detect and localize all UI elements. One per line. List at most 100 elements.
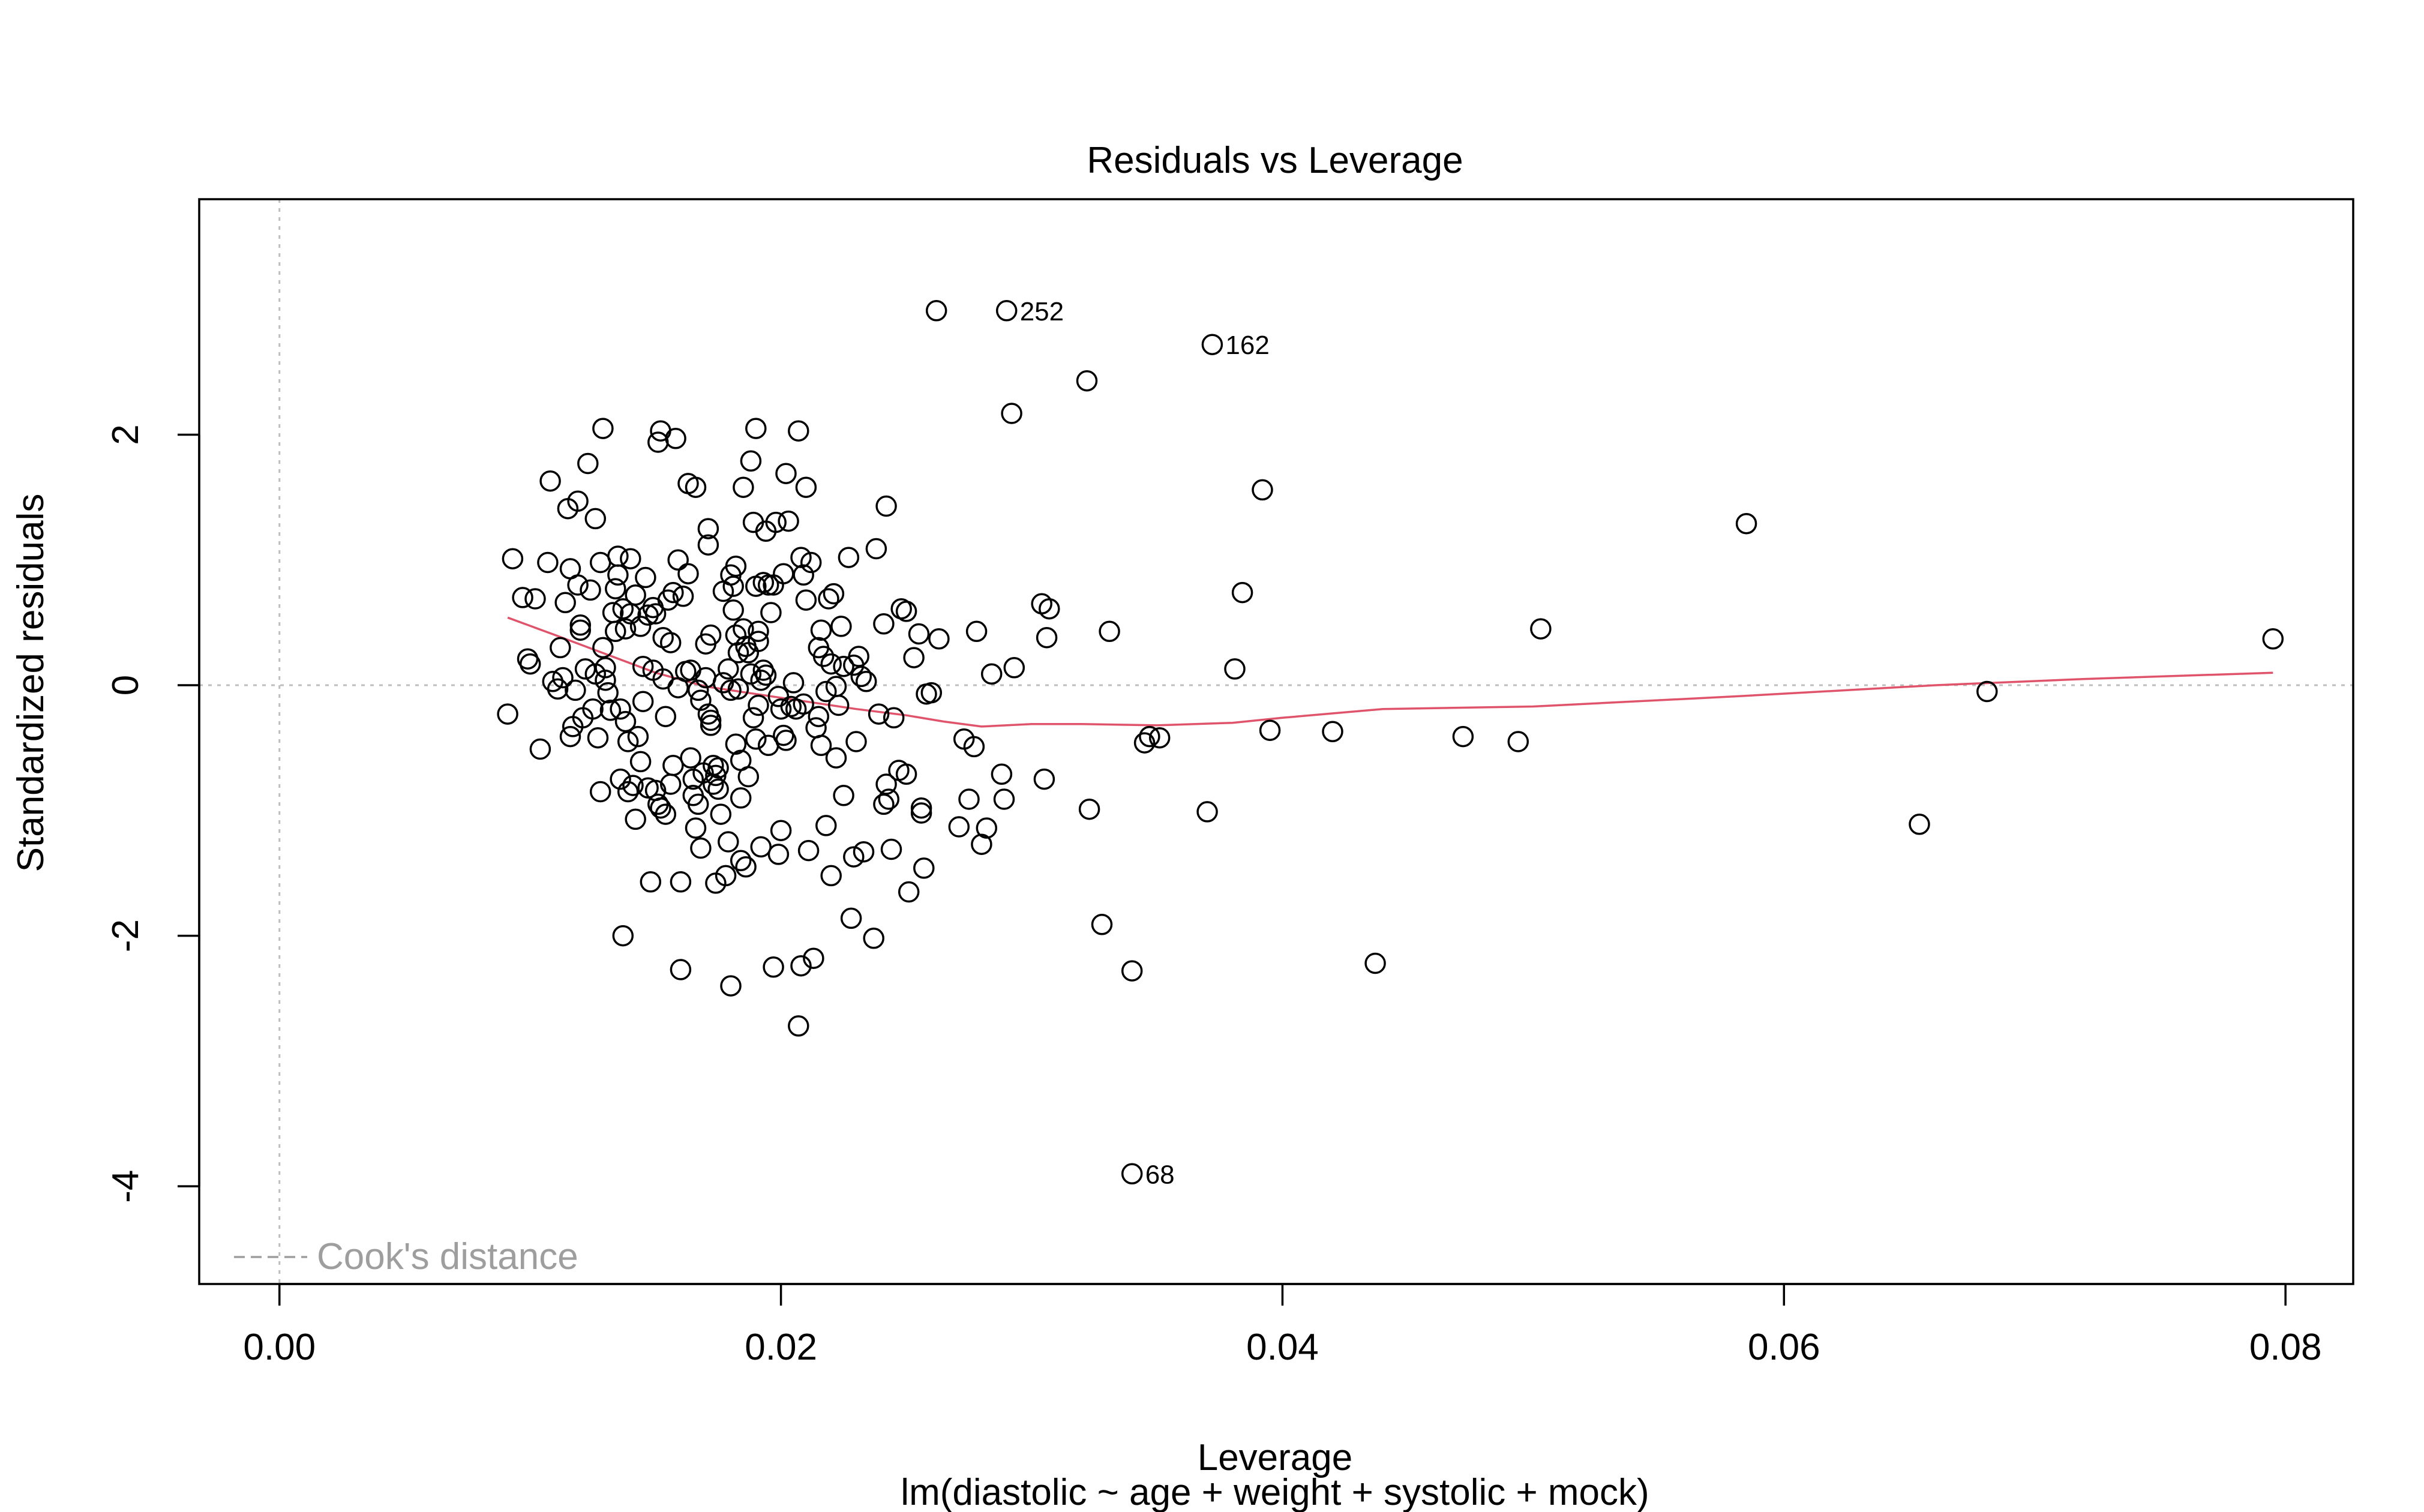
data-point <box>567 574 589 596</box>
data-point <box>1322 721 1343 743</box>
data-point <box>793 564 814 586</box>
x-tick-label: 0.04 <box>1246 1327 1319 1368</box>
data-point <box>748 620 769 643</box>
data-point <box>1252 479 1273 501</box>
data-point <box>976 817 998 839</box>
data-point <box>742 707 764 729</box>
data-point <box>840 907 862 929</box>
data-point <box>958 788 980 810</box>
data-point <box>622 775 644 796</box>
data-point <box>803 947 824 969</box>
data-point <box>589 781 611 803</box>
data-point <box>833 785 854 806</box>
data-point <box>755 664 777 686</box>
point-label-252: 252 <box>1020 297 1064 326</box>
data-point <box>727 642 749 664</box>
data-point <box>662 754 684 776</box>
data-point <box>710 803 732 825</box>
data-point <box>963 736 985 758</box>
data-point <box>788 420 809 442</box>
data-point <box>685 817 707 839</box>
data-point <box>745 728 767 750</box>
data-point <box>629 751 652 773</box>
data-point <box>775 463 797 484</box>
data-point <box>720 975 742 997</box>
data-point <box>965 620 988 643</box>
data-point <box>763 956 784 978</box>
data-point <box>793 693 814 715</box>
data-point <box>1039 598 1060 620</box>
data-point <box>903 647 925 668</box>
data-point <box>730 787 752 809</box>
data-point <box>880 838 902 860</box>
data-point <box>497 703 518 725</box>
data-point <box>712 672 734 694</box>
data-point <box>825 747 847 769</box>
data-point <box>1507 731 1529 752</box>
data-point <box>790 955 812 977</box>
data-point <box>782 672 805 694</box>
data-point <box>827 694 850 716</box>
data-point <box>707 757 729 779</box>
data-point <box>627 725 649 748</box>
data-point <box>584 508 607 530</box>
data-point <box>895 763 917 785</box>
data-point <box>948 816 970 838</box>
data-point <box>873 793 895 815</box>
data-point <box>537 551 559 574</box>
data-point <box>795 476 817 498</box>
data-point <box>878 788 900 810</box>
data-point <box>830 616 852 637</box>
data-point <box>775 730 797 751</box>
data-point <box>605 620 626 643</box>
data-point <box>750 836 772 858</box>
data-point <box>1091 914 1113 935</box>
data-point <box>898 881 920 903</box>
data-point <box>700 624 722 646</box>
data-point <box>539 470 561 492</box>
data-point <box>788 1015 809 1037</box>
point-labels: 252 162 68 <box>1020 297 1270 1190</box>
data-point <box>565 679 586 701</box>
data-point <box>1033 768 1055 790</box>
data-point <box>750 669 772 691</box>
data-point <box>865 538 887 560</box>
data-point <box>833 655 854 677</box>
data-point <box>529 738 551 760</box>
data-point <box>971 833 992 855</box>
data-point <box>843 846 865 868</box>
data-point <box>589 551 611 574</box>
data-point <box>920 682 943 704</box>
data-point <box>848 646 869 667</box>
data-point <box>2262 628 2284 650</box>
data-point <box>1121 960 1143 982</box>
data-point <box>873 613 895 635</box>
data-point <box>659 632 682 653</box>
data-point <box>720 679 742 701</box>
legend-cooks-distance-label: Cook's distance <box>317 1236 578 1277</box>
data-point <box>737 766 760 788</box>
data-point <box>632 691 654 712</box>
data-point <box>610 698 631 720</box>
data-point <box>908 623 930 645</box>
data-point <box>928 628 950 650</box>
data-point <box>650 420 671 442</box>
x-tick-label: 0.06 <box>1748 1327 1820 1368</box>
data-point <box>569 619 592 641</box>
data-point <box>617 731 639 752</box>
data-point <box>725 733 747 755</box>
data-point <box>875 773 897 795</box>
data-point <box>808 706 830 727</box>
point-label-68: 68 <box>1145 1160 1175 1189</box>
data-point <box>547 678 569 700</box>
legend: Cook's distance <box>234 1236 578 1277</box>
data-point <box>722 575 744 597</box>
data-point <box>818 588 839 610</box>
data-point <box>1201 334 1223 355</box>
data-point <box>1036 626 1058 649</box>
data-point <box>580 579 601 601</box>
data-point <box>697 518 719 539</box>
data-point <box>635 566 656 589</box>
data-point <box>1735 512 1757 535</box>
data-point <box>632 655 654 677</box>
